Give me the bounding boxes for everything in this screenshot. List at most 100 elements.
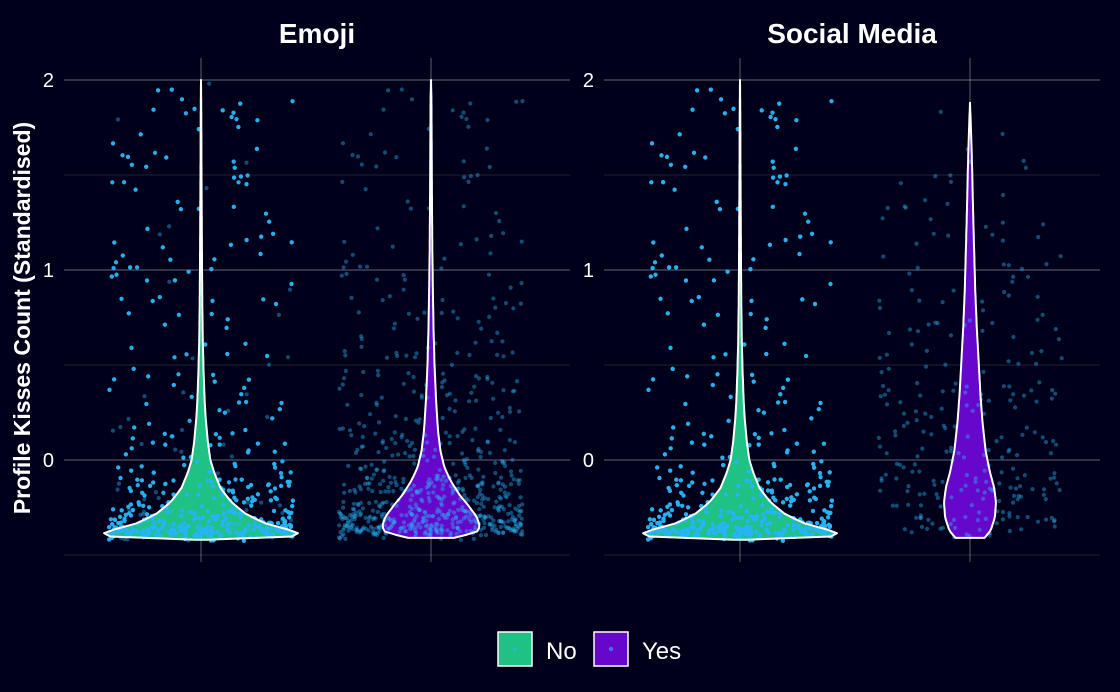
data-point [156, 495, 161, 501]
data-point [287, 287, 293, 292]
data-point [202, 526, 207, 532]
data-point [502, 490, 507, 495]
data-point [468, 101, 473, 106]
data-point [163, 442, 168, 447]
data-point [289, 240, 294, 245]
data-point [417, 417, 422, 422]
data-point [191, 517, 196, 522]
data-point [339, 273, 344, 278]
data-point [243, 341, 248, 346]
data-point [142, 532, 148, 537]
data-point [271, 231, 276, 236]
data-point [226, 488, 232, 493]
data-point [378, 482, 383, 487]
data-point [281, 516, 286, 522]
data-point [279, 483, 284, 488]
data-point [112, 377, 117, 382]
data-point [349, 295, 354, 300]
data-point [232, 461, 237, 466]
data-point [289, 510, 294, 515]
data-point [244, 399, 249, 405]
data-point [455, 434, 460, 439]
data-point [366, 519, 371, 524]
data-point [401, 520, 407, 525]
data-point [230, 431, 235, 436]
data-point [156, 528, 161, 533]
data-point [425, 458, 430, 463]
data-point [508, 285, 513, 290]
data-point [342, 376, 347, 381]
data-point [231, 204, 236, 209]
data-point [186, 269, 191, 274]
data-point [376, 450, 381, 455]
data-point [119, 296, 124, 301]
data-point [342, 239, 347, 244]
data-point [238, 514, 243, 520]
data-point [273, 465, 278, 470]
data-point [211, 484, 216, 489]
data-point [244, 182, 249, 187]
data-point [475, 495, 480, 500]
data-point [107, 525, 112, 530]
data-point [276, 527, 281, 532]
data-point [340, 141, 346, 146]
data-point [145, 226, 150, 231]
data-point [152, 520, 157, 525]
data-point [447, 441, 452, 446]
data-point [122, 518, 127, 524]
data-point [123, 512, 128, 517]
violin-group-no [642, 79, 838, 543]
data-point [170, 434, 175, 439]
data-point [454, 531, 459, 537]
data-point [502, 460, 507, 465]
data-point [355, 501, 360, 507]
data-point [264, 526, 269, 531]
data-point [517, 503, 522, 509]
data-point [369, 524, 374, 529]
data-point [375, 368, 380, 373]
data-point [451, 501, 456, 506]
data-point [182, 530, 187, 535]
data-point [179, 525, 184, 530]
data-point [414, 513, 419, 519]
data-point [171, 526, 176, 532]
data-point [440, 297, 445, 303]
data-point [414, 351, 419, 356]
data-point [390, 244, 395, 249]
data-point [259, 234, 264, 239]
data-point [222, 410, 227, 415]
data-point [492, 505, 497, 510]
data-point [252, 527, 257, 532]
data-point [265, 353, 270, 359]
data-point [172, 355, 177, 360]
data-point [243, 341, 248, 346]
data-point [403, 529, 409, 534]
data-point [458, 537, 464, 543]
data-point [375, 509, 380, 514]
data-point [147, 421, 152, 426]
data-point [231, 510, 237, 515]
data-point [284, 531, 289, 536]
data-point [507, 438, 512, 443]
data-point [440, 415, 445, 421]
data-point [520, 99, 525, 104]
data-point [493, 460, 498, 465]
data-point [126, 311, 131, 316]
data-point [210, 298, 215, 303]
data-point [184, 528, 189, 533]
data-point [183, 111, 188, 116]
data-point [433, 447, 438, 452]
data-point [157, 532, 162, 537]
data-point [211, 372, 216, 377]
data-point [501, 507, 507, 512]
data-point [434, 477, 439, 482]
data-point [129, 345, 134, 350]
data-point [187, 418, 192, 423]
data-point [392, 321, 397, 326]
data-point [179, 97, 185, 102]
data-point [216, 514, 221, 519]
data-point [244, 507, 249, 513]
data-point [437, 467, 442, 473]
data-point [168, 523, 173, 528]
